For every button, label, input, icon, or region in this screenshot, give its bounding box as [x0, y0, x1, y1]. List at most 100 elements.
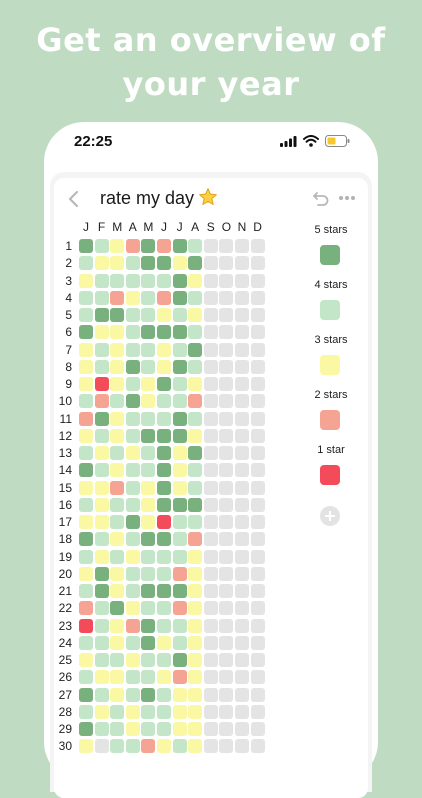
day-cell[interactable]	[94, 532, 109, 547]
day-cell[interactable]	[188, 722, 203, 736]
day-cell[interactable]	[79, 394, 93, 409]
day-cell[interactable]	[94, 739, 109, 754]
day-cell[interactable]	[203, 687, 218, 702]
day-cell[interactable]	[172, 290, 187, 305]
day-cell[interactable]	[125, 566, 140, 581]
day-cell[interactable]	[79, 722, 93, 736]
day-cell[interactable]	[157, 687, 171, 702]
day-cell[interactable]	[219, 239, 234, 253]
day-cell[interactable]	[250, 446, 265, 460]
day-cell[interactable]	[125, 394, 140, 409]
day-cell[interactable]	[203, 497, 218, 512]
day-cell[interactable]	[250, 618, 265, 633]
day-cell[interactable]	[94, 394, 109, 409]
day-cell[interactable]	[203, 463, 218, 478]
day-cell[interactable]	[172, 273, 187, 288]
day-cell[interactable]	[188, 670, 203, 685]
day-cell[interactable]	[125, 601, 140, 616]
day-cell[interactable]	[94, 239, 109, 253]
day-cell[interactable]	[94, 497, 109, 512]
day-cell[interactable]	[172, 670, 187, 685]
day-cell[interactable]	[94, 653, 109, 667]
day-cell[interactable]	[172, 515, 187, 529]
day-cell[interactable]	[125, 704, 140, 719]
day-cell[interactable]	[79, 618, 93, 633]
day-cell[interactable]	[110, 325, 125, 340]
day-cell[interactable]	[235, 618, 249, 633]
day-cell[interactable]	[94, 601, 109, 616]
day-cell[interactable]	[172, 635, 187, 650]
day-cell[interactable]	[172, 532, 187, 547]
day-cell[interactable]	[235, 428, 249, 443]
day-cell[interactable]	[94, 549, 109, 564]
day-cell[interactable]	[172, 342, 187, 357]
day-cell[interactable]	[94, 722, 109, 736]
day-cell[interactable]	[188, 308, 203, 322]
day-cell[interactable]	[235, 566, 249, 581]
day-cell[interactable]	[203, 601, 218, 616]
day-cell[interactable]	[219, 549, 234, 564]
day-cell[interactable]	[79, 256, 93, 271]
day-cell[interactable]	[79, 635, 93, 650]
day-cell[interactable]	[203, 635, 218, 650]
day-cell[interactable]	[110, 549, 125, 564]
day-cell[interactable]	[219, 497, 234, 512]
day-cell[interactable]	[250, 411, 265, 426]
day-cell[interactable]	[172, 359, 187, 374]
day-cell[interactable]	[172, 308, 187, 322]
day-cell[interactable]	[79, 411, 93, 426]
day-cell[interactable]	[172, 584, 187, 598]
day-cell[interactable]	[125, 739, 140, 754]
day-cell[interactable]	[141, 515, 156, 529]
day-cell[interactable]	[110, 704, 125, 719]
day-cell[interactable]	[157, 325, 171, 340]
day-cell[interactable]	[141, 653, 156, 667]
day-cell[interactable]	[219, 428, 234, 443]
day-cell[interactable]	[125, 428, 140, 443]
day-cell[interactable]	[125, 532, 140, 547]
day-cell[interactable]	[94, 584, 109, 598]
day-cell[interactable]	[219, 670, 234, 685]
day-cell[interactable]	[94, 359, 109, 374]
day-cell[interactable]	[219, 256, 234, 271]
day-cell[interactable]	[172, 653, 187, 667]
day-cell[interactable]	[219, 532, 234, 547]
day-cell[interactable]	[141, 635, 156, 650]
day-cell[interactable]	[157, 653, 171, 667]
day-cell[interactable]	[125, 308, 140, 322]
day-cell[interactable]	[250, 239, 265, 253]
day-cell[interactable]	[125, 722, 140, 736]
day-cell[interactable]	[110, 653, 125, 667]
back-button[interactable]	[64, 188, 84, 210]
day-cell[interactable]	[203, 566, 218, 581]
undo-button[interactable]	[312, 190, 330, 211]
day-cell[interactable]	[79, 532, 93, 547]
day-cell[interactable]	[250, 635, 265, 650]
day-cell[interactable]	[219, 704, 234, 719]
day-cell[interactable]	[141, 377, 156, 391]
day-cell[interactable]	[203, 428, 218, 443]
day-cell[interactable]	[110, 308, 125, 322]
day-cell[interactable]	[250, 515, 265, 529]
day-cell[interactable]	[157, 308, 171, 322]
day-cell[interactable]	[172, 394, 187, 409]
day-cell[interactable]	[94, 480, 109, 495]
day-cell[interactable]	[219, 722, 234, 736]
day-cell[interactable]	[141, 308, 156, 322]
day-cell[interactable]	[219, 308, 234, 322]
day-cell[interactable]	[250, 549, 265, 564]
day-cell[interactable]	[110, 739, 125, 754]
day-cell[interactable]	[94, 566, 109, 581]
legend-swatch[interactable]	[320, 410, 340, 430]
day-cell[interactable]	[125, 635, 140, 650]
day-cell[interactable]	[250, 722, 265, 736]
day-cell[interactable]	[110, 239, 125, 253]
day-cell[interactable]	[94, 704, 109, 719]
day-cell[interactable]	[141, 566, 156, 581]
day-cell[interactable]	[79, 480, 93, 495]
day-cell[interactable]	[250, 739, 265, 754]
day-cell[interactable]	[157, 446, 171, 460]
day-cell[interactable]	[94, 308, 109, 322]
day-cell[interactable]	[172, 377, 187, 391]
day-cell[interactable]	[79, 601, 93, 616]
